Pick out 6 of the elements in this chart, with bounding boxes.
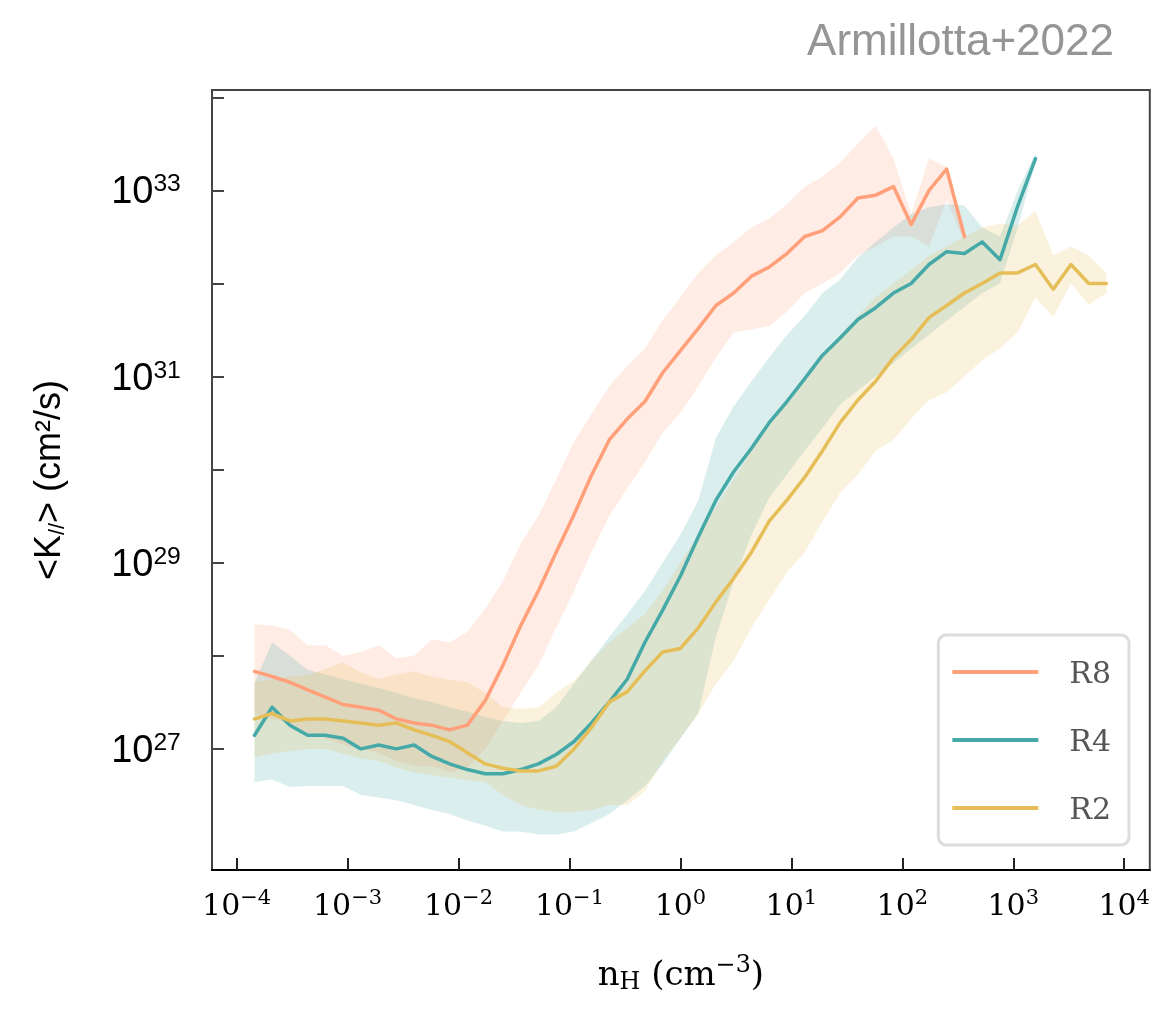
legend-label: R2 (1069, 790, 1112, 826)
y-axis-title: <K//> (cm²/s) (27, 379, 69, 581)
line-series (252, 262, 1109, 773)
chart-title: Armillotta+2022 (807, 14, 1115, 64)
legend-label: R8 (1069, 654, 1112, 690)
legend-label: R4 (1069, 722, 1112, 758)
